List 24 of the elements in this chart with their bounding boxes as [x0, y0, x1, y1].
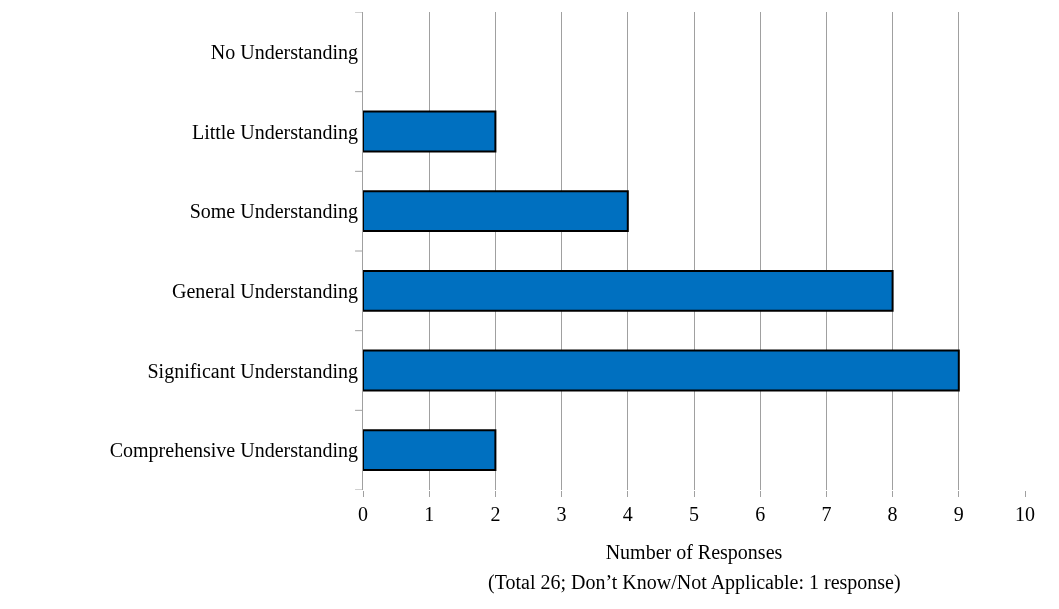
bar [363, 429, 497, 472]
y-tick-label: Some Understanding [189, 200, 358, 224]
y-tick-label: Significant Understanding [147, 359, 358, 383]
y-tick-label: No Understanding [210, 40, 358, 64]
bar [363, 110, 497, 153]
x-tick-label: 0 [358, 503, 368, 525]
x-tick-label: 6 [755, 503, 766, 525]
text: (Total 26; Don’t Know/Not Applicable: 1 response) [488, 571, 901, 594]
x-tick-label: 1 [424, 503, 435, 525]
x-tick-label: 4 [622, 503, 633, 525]
y-tick-label: Comprehensive Understanding [109, 439, 358, 463]
x-axis-title: Number of Responses [605, 540, 783, 564]
x-tick-label: 10 [1015, 503, 1035, 525]
x-tick-label: 5 [689, 503, 699, 525]
y-tick-label: Little Understanding [191, 120, 358, 144]
y-tick-label: General Understanding [171, 279, 358, 303]
x-tick-label: 8 [887, 503, 898, 525]
x-tick-label: 2 [490, 503, 501, 525]
x-tick-label: 9 [953, 503, 964, 525]
x-tick-label: 7 [821, 503, 832, 525]
bar [363, 349, 960, 392]
x-tick-label: 3 [556, 503, 567, 525]
bar [363, 269, 894, 312]
bar [363, 190, 629, 233]
